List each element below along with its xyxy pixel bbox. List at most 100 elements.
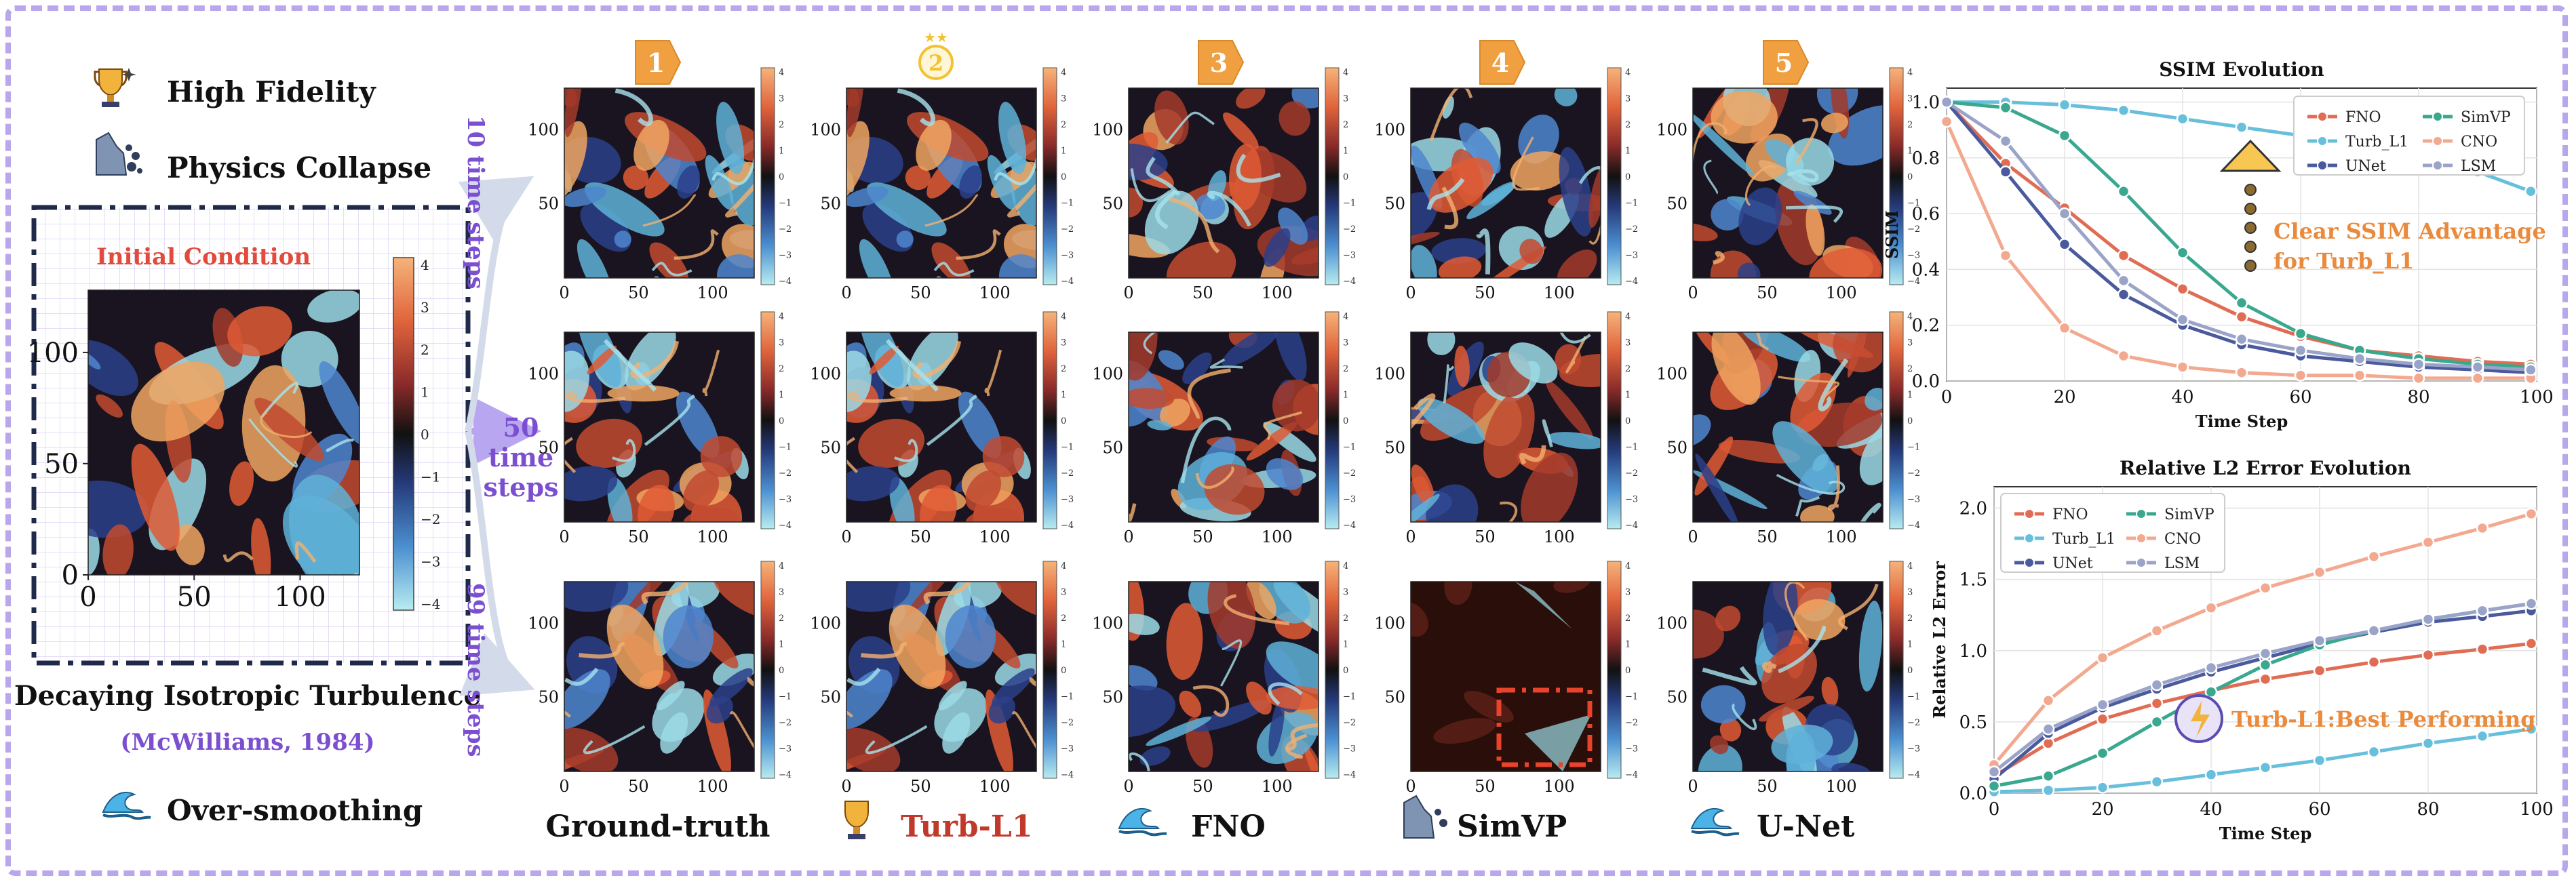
rank-tag-shape — [635, 40, 682, 85]
legend-marker — [2136, 508, 2147, 519]
y-tick-label: 50 — [820, 195, 841, 214]
x-tick-label: 60 — [2289, 387, 2311, 407]
colorbar-tick: 1 — [1061, 146, 1066, 157]
y-tick-label: 50 — [820, 688, 841, 707]
y-tick-label: 0.8 — [1912, 148, 1940, 169]
annotation-dot — [2244, 222, 2257, 234]
colorbar-tick: 0 — [1343, 416, 1348, 426]
ic-colorbar-tick: 1 — [421, 384, 429, 401]
x-tick-label: 0 — [1687, 283, 1698, 302]
rank-badge-4: 4 — [1479, 40, 1526, 85]
colorbar-tick: 2 — [1907, 364, 1913, 374]
x-tick-label: 50 — [628, 283, 649, 302]
point-simvp — [1999, 101, 2012, 115]
point-fno — [2176, 282, 2189, 296]
y-tick-label: 50 — [1666, 439, 1687, 458]
colorbar — [1325, 67, 1340, 285]
legend: FNO Turb_L1 UNet SimVP CNO LSM — [2293, 96, 2525, 176]
colorbar-tick: 0 — [1061, 172, 1066, 182]
colorbar-tick: −4 — [1343, 277, 1356, 287]
colorbar-tick: −3 — [1907, 744, 1920, 755]
colorbar-tick: −1 — [1907, 199, 1920, 209]
column-labels: Ground-truth Turb-L1 FNO SimVP — [546, 795, 1855, 844]
ic-colorbar-tick: 2 — [421, 342, 429, 358]
colorbar-tick: −3 — [1625, 251, 1638, 261]
colorbar-tick: 3 — [779, 338, 784, 348]
colorbar — [760, 67, 775, 285]
point-simvp — [2259, 658, 2272, 672]
field-ground-truth-1 — [564, 87, 755, 279]
point-fno — [2235, 310, 2248, 323]
field-u-net-1 — [1692, 87, 1884, 279]
initial-condition-title: Initial Condition — [96, 243, 311, 270]
ic-colorbar-tick: −2 — [421, 511, 440, 527]
y-tick-label: 50 — [1384, 688, 1405, 707]
x-tick-label: 50 — [910, 283, 931, 302]
rank-number: 3 — [1210, 47, 1228, 78]
point-lsm — [2524, 363, 2537, 376]
colorbar-tick: 4 — [1343, 561, 1348, 571]
point-turb_l1 — [2259, 761, 2272, 774]
x-tick-label: 100 — [1826, 527, 1857, 546]
rank-number: 4 — [1491, 47, 1509, 78]
wave-icon — [102, 792, 151, 820]
point-fno — [2096, 712, 2109, 725]
point-lsm — [2353, 352, 2366, 365]
legend-marker — [2432, 160, 2443, 171]
legend-entry: SimVP — [2461, 109, 2511, 126]
x-tick-label: 50 — [1475, 777, 1496, 796]
point-turb_l1 — [2235, 121, 2248, 134]
colorbar-tick: −1 — [1343, 199, 1356, 209]
y-tick-label: 50 — [1384, 195, 1405, 214]
point-simvp — [2150, 715, 2164, 729]
ic-colorbar-tick: 0 — [421, 426, 429, 443]
y-tick-label: 100 — [1092, 364, 1123, 383]
colorbar-tick: −3 — [1625, 495, 1638, 505]
point-simvp — [2058, 129, 2071, 142]
y-tick-label: 100 — [1374, 120, 1405, 139]
colorbar-tick: −2 — [1625, 718, 1638, 728]
x-tick-label: 0 — [1123, 283, 1133, 302]
y-tick-label: 50 — [538, 195, 559, 214]
panel-fno-row-1: 0 50 100 50 100 4 3 2 1 0 −1 −2 −3 −4 — [1092, 67, 1356, 302]
x-tick-label: 100 — [697, 777, 728, 796]
rank-tag-shape — [1479, 40, 1526, 85]
ic-x-tick-label: 0 — [79, 582, 96, 613]
field-simvp-1 — [1410, 87, 1601, 279]
y-tick-label: 0.0 — [1959, 784, 1987, 804]
x-tick-label: 100 — [697, 527, 728, 546]
colorbar — [1889, 561, 1904, 779]
colorbar-tick: −3 — [779, 251, 792, 261]
colorbar-tick: −1 — [1343, 443, 1356, 453]
label-50: 50 — [503, 412, 539, 443]
legend-box — [2293, 96, 2525, 176]
colorbar-tick: −1 — [1625, 443, 1638, 453]
colorbar-tick: 3 — [1625, 338, 1631, 348]
x-tick-label: 50 — [1475, 527, 1496, 546]
wave-icon — [1118, 808, 1167, 837]
point-cno — [2176, 361, 2189, 374]
point-lsm — [2176, 313, 2189, 326]
y-tick-label: 100 — [1092, 614, 1123, 632]
colorbar-tick: −1 — [1061, 692, 1074, 702]
y-tick-label: 0.2 — [1912, 316, 1940, 336]
point-cno — [2421, 536, 2435, 549]
rank-badge-3: 3 — [1198, 40, 1245, 85]
colorbar-tick: 4 — [779, 68, 784, 78]
legend-entry: CNO — [2461, 134, 2497, 150]
y-tick-label: 50 — [1102, 688, 1123, 707]
colorbar-tick: −2 — [1343, 224, 1356, 235]
ic-colorbar-tick: 4 — [421, 257, 429, 273]
column-label-ground-truth: Ground-truth — [546, 809, 770, 844]
ic-y-tick-label: 0 — [62, 560, 79, 591]
initial-condition-colorbar — [393, 257, 414, 611]
legend-marker — [2317, 111, 2328, 122]
x-tick-label: 100 — [697, 283, 728, 302]
x-tick-label: 80 — [2417, 799, 2439, 820]
x-tick-label: 100 — [1826, 777, 1857, 796]
field-ground-truth-3 — [564, 581, 755, 772]
colorbar-tick: −2 — [779, 224, 792, 235]
colorbar-tick: −4 — [1907, 770, 1920, 780]
x-tick-label: 100 — [1262, 777, 1293, 796]
